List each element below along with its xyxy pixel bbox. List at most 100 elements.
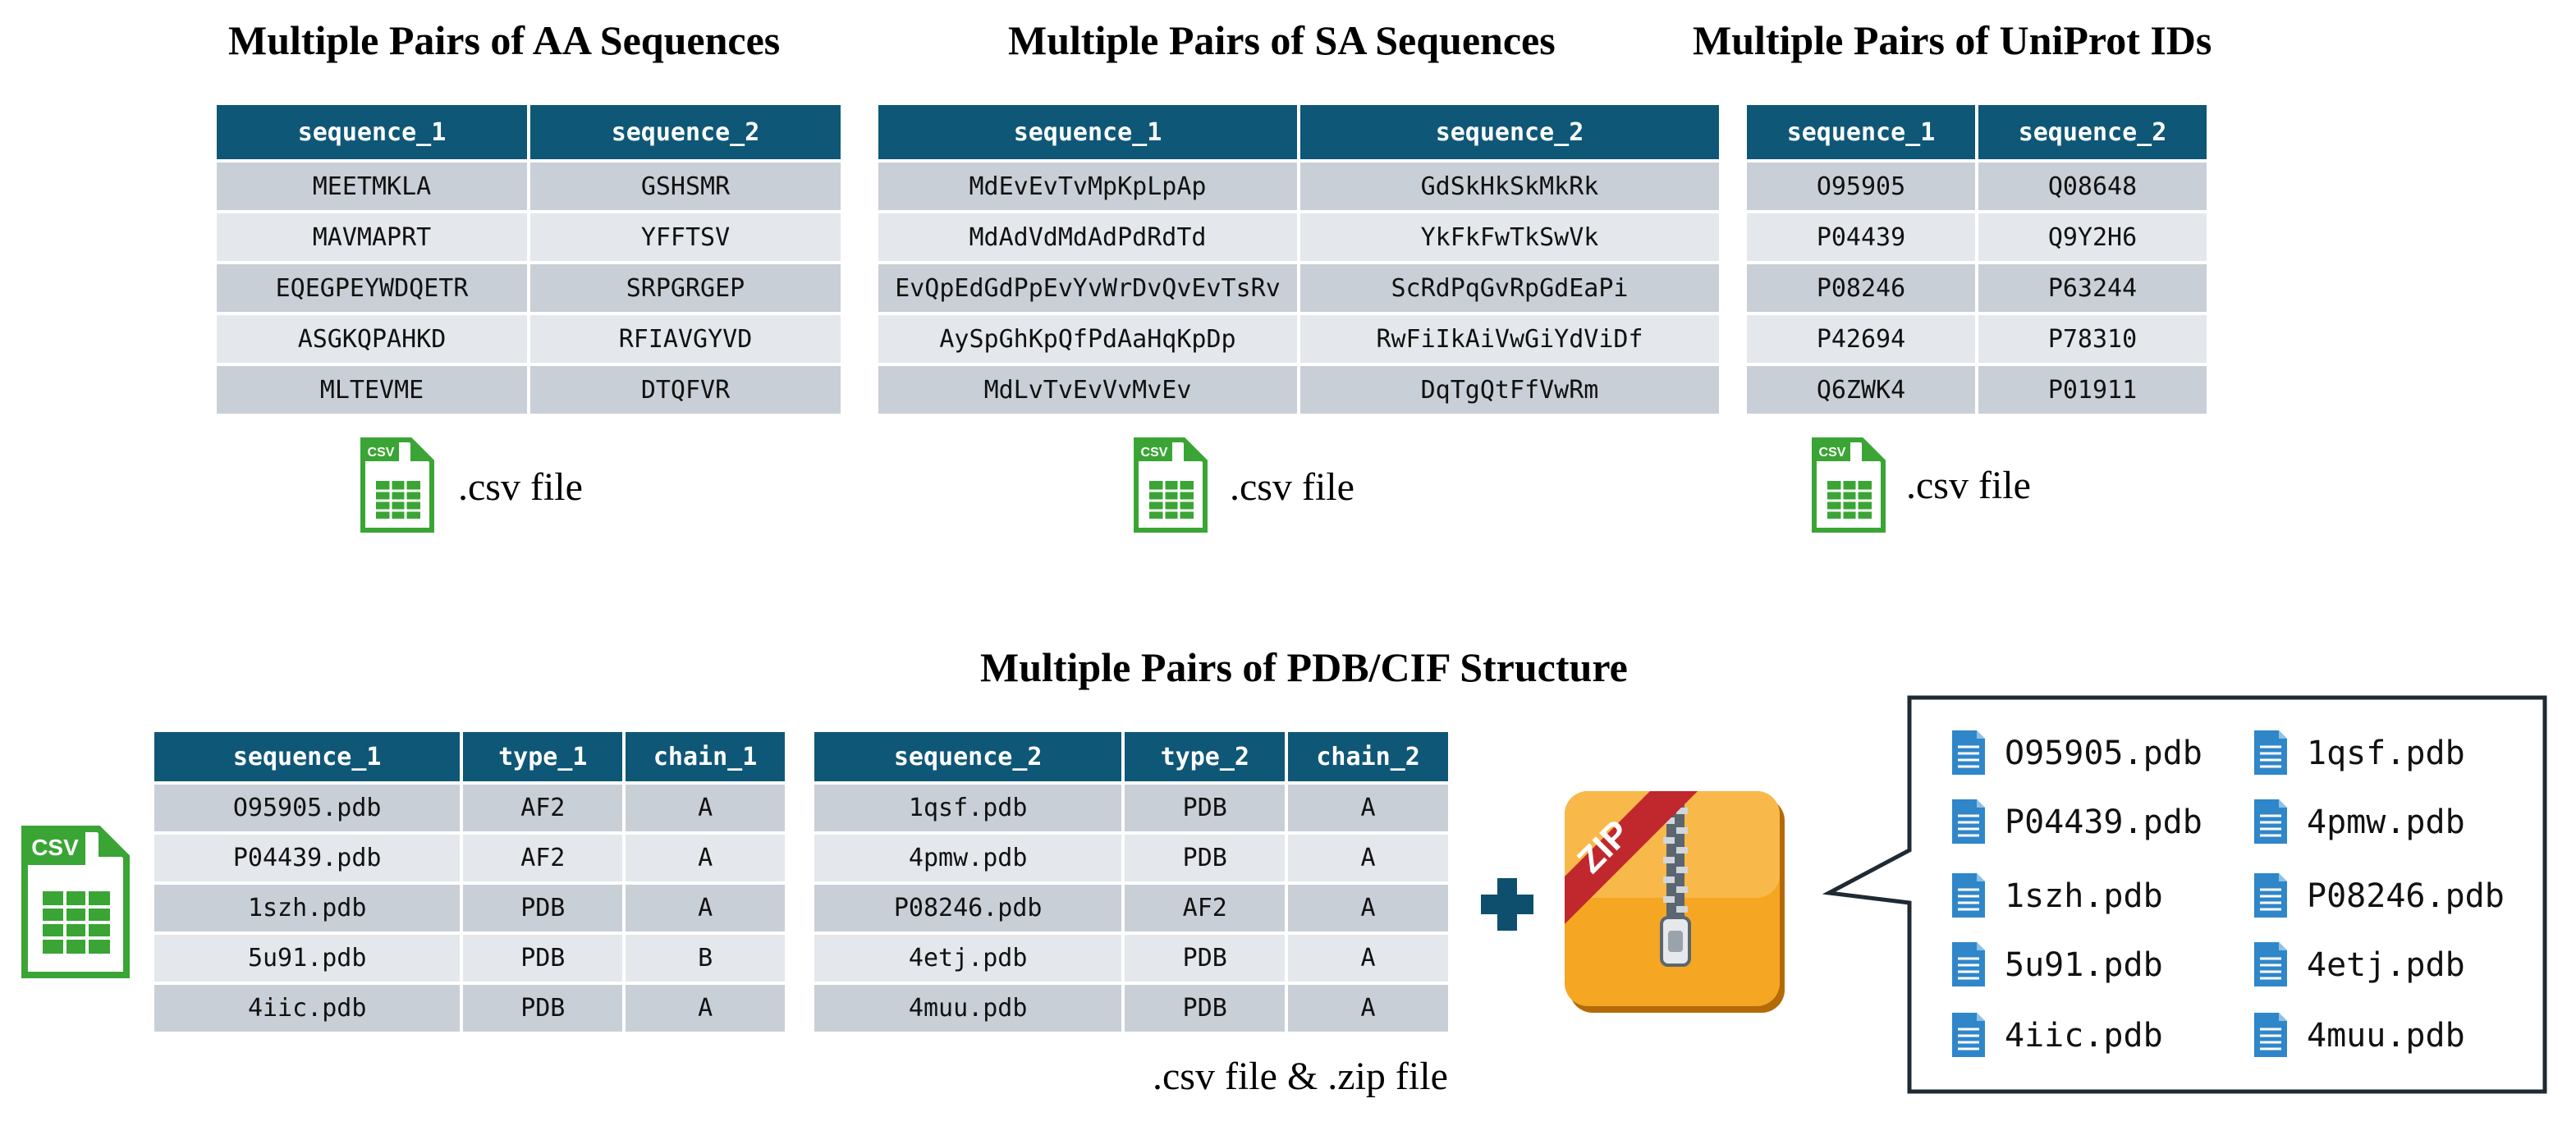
- pdb-file-icon: [1950, 872, 1987, 923]
- pdb-cell: 1qsf.pdb: [814, 785, 1122, 831]
- pdb-cell: 4etj.pdb: [814, 935, 1122, 982]
- aa-title: Multiple Pairs of AA Sequences: [228, 17, 781, 63]
- pdb-file-icon: [1950, 729, 1987, 780]
- zip-archive-icon: ZIP: [1565, 791, 1785, 1013]
- pdb-cell: A: [1288, 935, 1448, 982]
- uniprot-cell: Q9Y2H6: [1978, 213, 2207, 261]
- pdb-cell: PDB: [1125, 985, 1286, 1032]
- uniprot-header-2: sequence_2: [1978, 105, 2207, 159]
- pdb-cell: 1szh.pdb: [154, 885, 461, 931]
- pdb-right-header-1: sequence_2: [814, 732, 1122, 781]
- pdb-file-icon: [2253, 872, 2289, 923]
- table-row: P08246 P63244: [1747, 264, 2207, 312]
- pdb-cell: AF2: [1125, 885, 1286, 931]
- uniprot-cell: O95905: [1747, 162, 1975, 210]
- aa-file-label: .csv file: [458, 465, 583, 509]
- uniprot-cell: P04439: [1747, 213, 1975, 261]
- table-row: MLTEVME DTQFVR: [217, 366, 841, 414]
- svg-text:CSV: CSV: [31, 835, 79, 860]
- pdb-cell: 4pmw.pdb: [814, 835, 1122, 881]
- zip-file-name: P04439.pdb: [2005, 803, 2202, 841]
- pdb-file-icon: [1950, 798, 1987, 849]
- table-row: 4iic.pdb PDB A: [154, 985, 785, 1032]
- sa-cell: MdLvTvEvVvMvEv: [878, 366, 1297, 414]
- sa-header-1: sequence_1: [878, 105, 1297, 159]
- pdb-cell: 5u91.pdb: [154, 935, 461, 982]
- pdb-cell: PDB: [1125, 935, 1286, 982]
- pdb-left-header-3: chain_1: [626, 732, 785, 781]
- table-row: MEETMKLA GSHSMR: [217, 162, 841, 210]
- pdb-cell: A: [1288, 835, 1448, 881]
- pdb-cell: AF2: [463, 785, 623, 831]
- svg-text:CSV: CSV: [368, 446, 395, 460]
- uniprot-cell: P63244: [1978, 264, 2207, 312]
- zip-file-name: O95905.pdb: [2005, 735, 2202, 772]
- table-row: 4muu.pdb PDB A: [814, 985, 1448, 1032]
- table-row: P42694 P78310: [1747, 315, 2207, 363]
- uniprot-header-1: sequence_1: [1747, 105, 1975, 159]
- table-row: MdLvTvEvVvMvEv DqTgQtFfVwRm: [878, 366, 1719, 414]
- table-row: MAVMAPRT YFFTSV: [217, 213, 841, 261]
- csv-file-icon: CSV: [1812, 437, 1886, 533]
- aa-cell: MAVMAPRT: [217, 213, 527, 261]
- pdb-left-table: sequence_1 type_1 chain_1 O95905.pdb AF2 A…: [151, 729, 788, 1035]
- sa-cell: MdAdVdMdAdPdRdTd: [878, 213, 1297, 261]
- uniprot-title: Multiple Pairs of UniProt IDs: [1693, 17, 2212, 63]
- sa-cell: AySpGhKpQfPdAaHqKpDp: [878, 315, 1297, 363]
- sa-header-2: sequence_2: [1300, 105, 1719, 159]
- table-row: MdAdVdMdAdPdRdTd YkFkFwTkSwVk: [878, 213, 1719, 261]
- sa-cell: ScRdPqGvRpGdEaPi: [1300, 264, 1719, 312]
- pdb-cell: PDB: [1125, 785, 1286, 831]
- sa-cell: MdEvEvTvMpKpLpAp: [878, 162, 1297, 210]
- aa-cell: MLTEVME: [217, 366, 527, 414]
- zip-file-name: 1qsf.pdb: [2307, 735, 2465, 772]
- pdb-cell: PDB: [463, 935, 623, 982]
- aa-header-2: sequence_2: [530, 105, 841, 159]
- svg-text:CSV: CSV: [1819, 446, 1846, 460]
- pdb-cell: A: [1288, 885, 1448, 931]
- pdb-right-header-2: type_2: [1125, 732, 1286, 781]
- pdb-cell: B: [626, 935, 785, 982]
- table-row: 4pmw.pdb PDB A: [814, 835, 1448, 881]
- csv-file-icon: CSV: [21, 826, 130, 978]
- pdb-cell: PDB: [463, 985, 623, 1032]
- pdb-right-header-3: chain_2: [1288, 732, 1448, 781]
- aa-cell: SRPGRGEP: [530, 264, 841, 312]
- table-row: 1szh.pdb PDB A: [154, 885, 785, 931]
- sa-cell: DqTgQtFfVwRm: [1300, 366, 1719, 414]
- zip-file-name: 4muu.pdb: [2307, 1017, 2465, 1055]
- sa-cell: GdSkHkSkMkRk: [1300, 162, 1719, 210]
- plus-icon: [1481, 878, 1533, 931]
- table-row: 1qsf.pdb PDB A: [814, 785, 1448, 831]
- pdb-cell: AF2: [463, 835, 623, 881]
- sa-cell: YkFkFwTkSwVk: [1300, 213, 1719, 261]
- table-row: MdEvEvTvMpKpLpAp GdSkHkSkMkRk: [878, 162, 1719, 210]
- sa-file-label: .csv file: [1230, 465, 1354, 509]
- pdb-file-icon: [2253, 729, 2289, 780]
- pdb-file-icon: [2253, 798, 2289, 849]
- table-row: P04439 Q9Y2H6: [1747, 213, 2207, 261]
- aa-cell: YFFTSV: [530, 213, 841, 261]
- uniprot-cell: P78310: [1978, 315, 2207, 363]
- uniprot-cell: P42694: [1747, 315, 1975, 363]
- pdb-file-icon: [1950, 1011, 1987, 1063]
- pdb-title: Multiple Pairs of PDB/CIF Structure: [980, 644, 1628, 690]
- table-row: P08246.pdb AF2 A: [814, 885, 1448, 931]
- csv-file-icon: CSV: [1134, 437, 1208, 533]
- aa-cell: EQEGPEYWDQETR: [217, 264, 527, 312]
- pdb-cell: A: [626, 835, 785, 881]
- aa-cell: MEETMKLA: [217, 162, 527, 210]
- pdb-cell: A: [1288, 785, 1448, 831]
- pdb-cell: A: [626, 885, 785, 931]
- pdb-file-icon: [1950, 941, 1987, 992]
- zip-file-name: 4iic.pdb: [2005, 1017, 2163, 1055]
- svg-text:CSV: CSV: [1141, 446, 1168, 460]
- pdb-cell: 4iic.pdb: [154, 985, 461, 1032]
- aa-table: sequence_1 sequence_2 MEETMKLA GSHSMR MAV…: [213, 102, 844, 417]
- table-row: O95905 Q08648: [1747, 162, 2207, 210]
- table-row: ASGKQPAHKD RFIAVGYVD: [217, 315, 841, 363]
- uniprot-table: sequence_1 sequence_2 O95905 Q08648 P0443…: [1744, 102, 2210, 417]
- sa-cell: EvQpEdGdPpEvYvWrDvQvEvTsRv: [878, 264, 1297, 312]
- table-row: 4etj.pdb PDB A: [814, 935, 1448, 982]
- sa-title: Multiple Pairs of SA Sequences: [1008, 17, 1556, 63]
